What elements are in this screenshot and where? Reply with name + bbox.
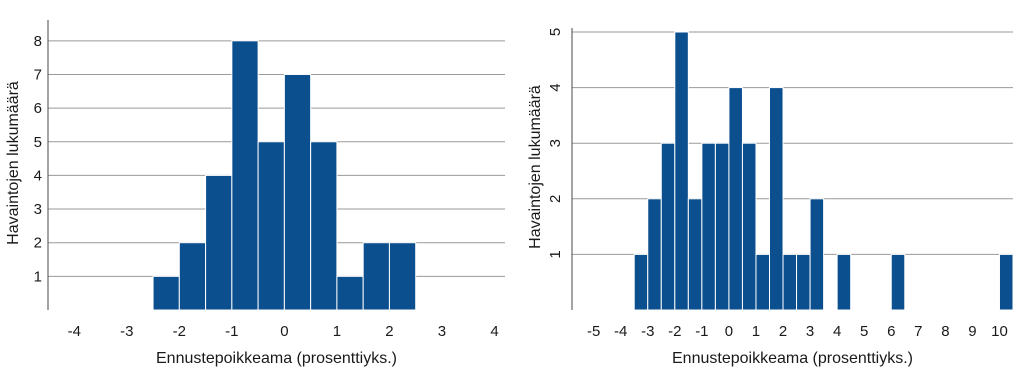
bar-right-8 [741, 142, 757, 311]
histogram-left: 1 2 3 4 5 6 7 8 -4 -3 -2 -1 0 1 2 3 4 Ennustepoikkeama (p… [5, 20, 505, 367]
x-tick-label-right-1: -4 [614, 323, 627, 340]
bar-right-15 [890, 253, 906, 311]
bar-right-9 [755, 253, 771, 311]
x-tick-label-left-0: -4 [68, 323, 81, 340]
bar-left-3 [231, 40, 259, 311]
bar-left-9 [388, 242, 417, 311]
bar-left-5 [283, 73, 312, 311]
bar-right-3 [674, 31, 689, 311]
x-tick-label-left-8: 4 [490, 323, 498, 340]
x-tick-label-right-9: 4 [833, 323, 841, 340]
x-tick-label-right-0: -5 [587, 323, 600, 340]
bar-right-14 [836, 253, 852, 311]
bar-right-12 [796, 253, 811, 311]
x-tick-label-right-5: 0 [725, 323, 733, 340]
bar-left-7 [336, 275, 364, 311]
x-tick-label-right-2: -3 [641, 323, 654, 340]
histogram-right: 1 2 3 4 5 -5 -4 -3 -2 -1 0 1 2 3 4 5 6 7 8 9 10 Ennustepoikke… [527, 28, 1014, 367]
x-tick-label-right-13: 8 [941, 323, 949, 340]
y-tick-label-left-2: 3 [34, 201, 42, 218]
bar-right-5 [701, 142, 716, 311]
y-tick-label-right-3: 4 [547, 83, 564, 91]
bar-left-6 [310, 141, 338, 311]
x-tick-label-right-14: 9 [968, 323, 976, 340]
x-tick-label-left-5: 1 [333, 323, 341, 340]
x-tick-label-left-3: -1 [225, 323, 238, 340]
y-tick-label-left-4: 5 [34, 134, 42, 151]
bar-right-4 [687, 198, 703, 311]
x-tick-label-right-3: -2 [668, 323, 681, 340]
x-tick-label-left-1: -3 [120, 323, 133, 340]
x-tick-label-right-10: 5 [860, 323, 868, 340]
bar-right-16 [998, 253, 1014, 311]
y-tick-label-left-3: 4 [34, 167, 42, 184]
y-tick-label-left-1: 2 [34, 235, 42, 252]
x-tick-label-right-11: 6 [887, 323, 895, 340]
x-tick-label-left-6: 2 [385, 323, 393, 340]
x-tick-label-right-12: 7 [914, 323, 922, 340]
y-tick-label-right-4: 5 [547, 28, 564, 36]
y-tick-label-left-5: 6 [34, 100, 42, 117]
bar-right-6 [714, 142, 730, 311]
bar-right-11 [782, 253, 798, 311]
y-tick-label-right-1: 2 [547, 195, 564, 203]
y-tick-label-left-7: 8 [34, 33, 42, 50]
x-tick-label-right-6: 1 [752, 323, 760, 340]
bar-right-13 [809, 198, 825, 311]
y-tick-label-left-0: 1 [34, 268, 42, 285]
x-axis-title-left: Ennustepoikkeama (prosenttiyks.) [156, 350, 397, 367]
x-tick-label-right-15: 10 [991, 323, 1008, 340]
bar-right-0 [633, 253, 649, 311]
bar-left-4 [257, 141, 285, 311]
bar-left-8 [362, 242, 390, 311]
bar-right-1 [647, 198, 662, 311]
bar-left-1 [178, 242, 207, 311]
bar-right-10 [769, 87, 784, 311]
x-tick-label-left-4: 0 [280, 323, 288, 340]
bar-right-2 [660, 142, 676, 311]
bar-left-2 [205, 174, 233, 311]
x-tick-label-left-2: -2 [173, 323, 186, 340]
x-tick-label-right-7: 2 [779, 323, 787, 340]
bar-left-0 [152, 275, 180, 311]
y-axis-title-left: Havaintojen lukumäärä [5, 81, 22, 245]
x-tick-label-left-7: 3 [438, 323, 446, 340]
x-tick-label-right-8: 3 [806, 323, 814, 340]
y-tick-label-right-0: 1 [547, 250, 564, 258]
y-tick-label-right-2: 3 [547, 139, 564, 147]
bar-right-7 [728, 87, 743, 311]
x-axis-title-right: Ennustepoikkeama (prosenttiyks.) [672, 350, 913, 367]
y-tick-label-left-6: 7 [34, 66, 42, 83]
y-axis-title-right: Havaintojen lukumäärä [527, 85, 544, 249]
x-tick-label-right-4: -1 [695, 323, 708, 340]
